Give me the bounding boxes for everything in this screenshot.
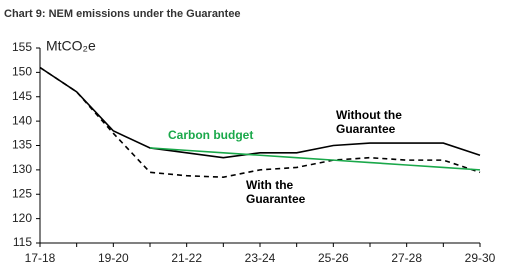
x-tick-label: 27-28 [391,251,422,265]
x-tick-label: 23-24 [245,251,276,265]
series-line [149,147,481,171]
y-axis-label: MtCO₂e [46,38,96,54]
x-tick-label: 21-22 [171,251,202,265]
annotation: With the [246,178,294,192]
annotation: Guarantee [246,192,306,206]
x-tick-label: 17-18 [25,251,56,265]
x-tick-label: 29-30 [465,251,496,265]
y-tick-label: 145 [12,89,32,103]
y-tick-label: 115 [13,235,32,249]
annotation: Carbon budget [168,128,253,142]
series-line [39,66,481,159]
y-tick-label: 125 [12,186,32,200]
y-tick-label: 155 [12,40,32,54]
annotation: Without the [336,108,402,122]
annotation: Guarantee [336,122,396,136]
y-tick-label: 150 [12,65,32,79]
y-tick-label: 120 [12,211,32,225]
series-line [39,66,481,178]
y-tick-label: 130 [12,162,32,176]
y-tick-label: 140 [12,113,32,127]
chart-title: Chart 9: NEM emissions under the Guarant… [4,8,241,20]
x-tick-label: 25-26 [318,251,349,265]
x-tick-label: 19-20 [98,251,129,265]
y-tick-label: 135 [12,138,32,152]
